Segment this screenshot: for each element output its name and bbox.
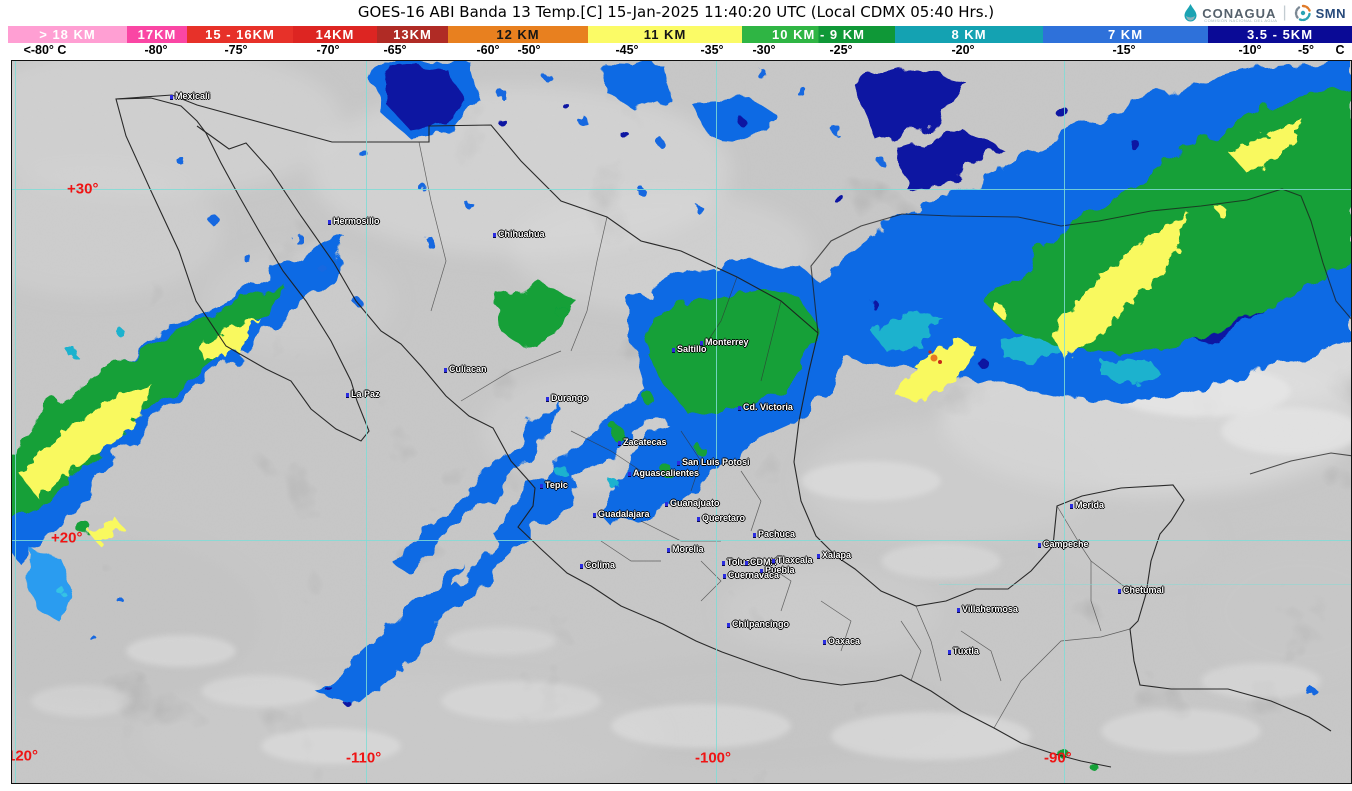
latitude-gridline: [12, 189, 1351, 190]
city-label: Queretaro: [697, 513, 745, 523]
scale-segment: 8 KM: [895, 26, 1043, 43]
scale-segment: 7 KM: [1043, 26, 1208, 43]
city-label: Guadalajara: [593, 509, 650, 519]
scale-segment: 17KM: [127, 26, 187, 43]
temperature-label: -25°: [829, 43, 853, 57]
coastline: [115, 94, 1351, 768]
conagua-logo: CONAGUA COMISIÓN NACIONAL DEL AGUA: [1182, 3, 1278, 23]
temperature-label: C: [1335, 43, 1345, 57]
city-label: Pachuca: [753, 529, 795, 539]
logo-divider: |: [1282, 4, 1287, 21]
longitude-gridline: [15, 61, 16, 783]
scale-segment: > 18 KM: [8, 26, 127, 43]
city-label: CDMX: [745, 557, 777, 567]
city-label: Toluca: [722, 557, 755, 567]
city-label: Chihuahua: [493, 229, 545, 239]
satellite-imagery: [12, 61, 1351, 783]
city-label: Chilpancingo: [727, 619, 789, 629]
city-label: Aguascalientes: [628, 468, 699, 478]
temperature-label: -30°: [752, 43, 776, 57]
longitude-gridline: [716, 61, 717, 783]
conagua-tagline: COMISIÓN NACIONAL DEL AGUA: [1204, 18, 1278, 23]
city-label: Campeche: [1038, 539, 1089, 549]
city-label: Chetumal: [1118, 585, 1164, 595]
city-label: Tuxtla: [948, 646, 979, 656]
longitude-gridline: [366, 61, 367, 783]
temperature-label: -20°: [951, 43, 975, 57]
city-label: San Luis Potosi: [677, 457, 750, 467]
temperature-label: -75°: [224, 43, 248, 57]
temperature-scale: <-80° C -80° -75° -70° -65° -60° -50° -45° -35° -…: [0, 43, 1352, 59]
title-bar: GOES-16 ABI Banda 13 Temp.[C] 15-Jan-202…: [0, 0, 1352, 26]
conagua-wordmark: CONAGUA: [1202, 5, 1277, 21]
grid-label: -100°: [695, 749, 732, 767]
grid-label: +30°: [67, 180, 99, 198]
city-label: Saltillo: [672, 344, 707, 354]
temperature-label: -5°: [1297, 43, 1315, 57]
altitude-color-scale: > 18 KM 17KM 15 - 16KM 14KM 13KM 12 KM 11 KM 10…: [0, 26, 1352, 43]
satellite-map: Mexicali Hermosillo Chihuahua Culiacan La Pa…: [11, 60, 1352, 784]
city-label: Cd. Victoria: [738, 402, 793, 412]
cloud-lumps: [31, 329, 1351, 764]
temperature-label: -80°: [144, 43, 168, 57]
scale-segment: 15 - 16KM: [187, 26, 293, 43]
city-label: Tepic: [540, 480, 568, 490]
temperature-label: -10°: [1238, 43, 1262, 57]
smn-wordmark: SMN: [1315, 5, 1346, 21]
temperature-label: -45°: [615, 43, 639, 57]
city-label: Guanajuato: [665, 498, 720, 508]
city-label: Morelia: [667, 544, 704, 554]
smn-logo: SMN: [1293, 3, 1346, 23]
grid-label: +20°: [51, 529, 83, 547]
agency-logos: CONAGUA COMISIÓN NACIONAL DEL AGUA | SMN: [1182, 2, 1346, 24]
scale-segment: 12 KM: [448, 26, 588, 43]
grid-label: -90°: [1044, 749, 1072, 767]
city-label: Merida: [1070, 500, 1104, 510]
city-label: Durango: [546, 393, 588, 403]
temperature-label: -15°: [1112, 43, 1136, 57]
city-label: Oaxaca: [823, 636, 860, 646]
yellow-cloud-cores: [19, 119, 1303, 547]
blue-specks: [57, 68, 1316, 696]
water-drop-icon: [1184, 4, 1197, 22]
scale-segment: 10 KM - 9 KM: [742, 26, 895, 43]
latitude-gridline: [12, 540, 1351, 541]
grid-label: -110°: [346, 749, 382, 767]
scale-segment: 11 KM: [588, 26, 742, 43]
city-label: Hermosillo: [328, 216, 380, 226]
city-label: Monterrey: [700, 337, 749, 347]
temperature-label: <-80° C: [23, 43, 67, 57]
temperature-label: -50°: [517, 43, 541, 57]
hot-top-specks: [928, 350, 942, 364]
temperature-label: -60°: [476, 43, 500, 57]
city-label: Tlaxcala: [772, 555, 813, 565]
city-label: Culiacan: [444, 364, 487, 374]
temperature-label: -65°: [383, 43, 407, 57]
city-label: Mexicali: [170, 91, 210, 101]
temperature-label: -70°: [316, 43, 340, 57]
city-label: La Paz: [346, 389, 380, 399]
city-label: Xalapa: [817, 550, 851, 560]
scale-segment: 14KM: [293, 26, 377, 43]
temperature-label: -35°: [700, 43, 724, 57]
city-label: Puebla: [760, 565, 795, 575]
city-label: Zacatecas: [618, 437, 667, 447]
city-label: Cuernavaca: [723, 570, 779, 580]
smn-swirl-icon: [1294, 4, 1311, 22]
page-title: GOES-16 ABI Banda 13 Temp.[C] 15-Jan-202…: [357, 3, 995, 21]
city-label: Colima: [580, 560, 615, 570]
scale-segment: 3.5 - 5KM: [1208, 26, 1352, 43]
longitude-gridline: [1064, 61, 1065, 783]
scale-segment: 13KM: [377, 26, 448, 43]
city-label: Villahermosa: [957, 604, 1018, 614]
grid-label: -120°: [12, 747, 39, 765]
